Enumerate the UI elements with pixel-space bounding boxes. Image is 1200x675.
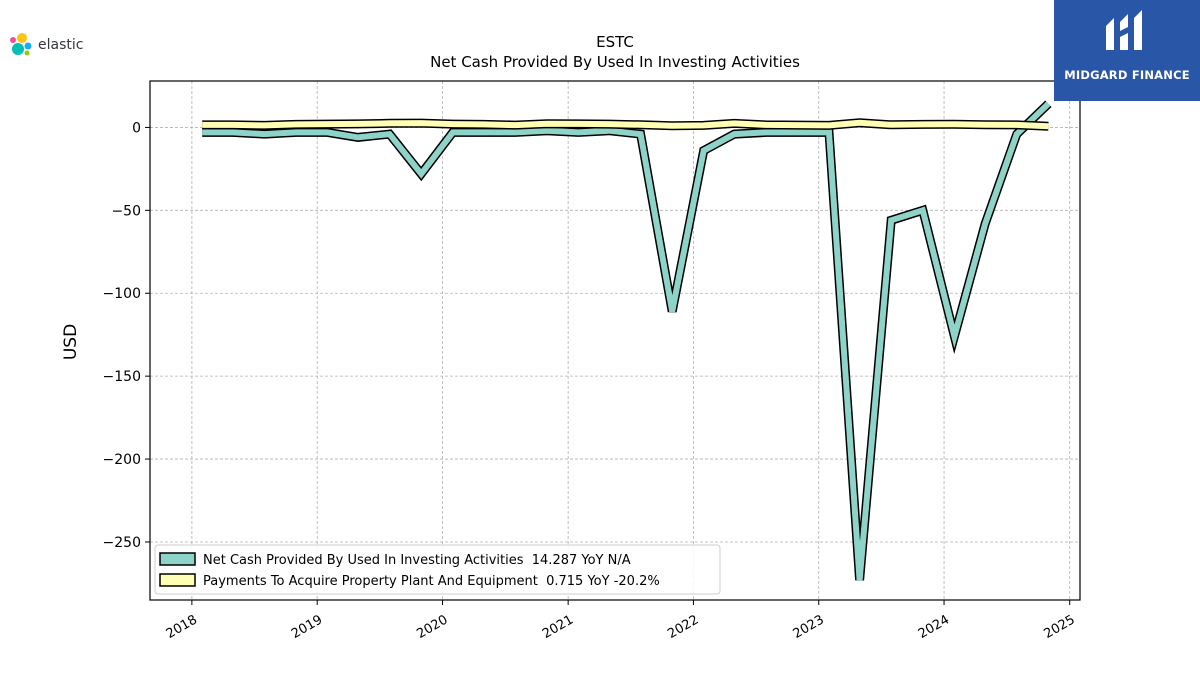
y-tick-label: −250: [103, 535, 141, 551]
y-tick-label: −100: [103, 286, 141, 302]
midgard-logo-icon: [1106, 10, 1142, 50]
series-line-outline: [202, 100, 1052, 581]
midgard-logo-text: MIDGARD FINANCE: [1064, 68, 1190, 82]
series-line: [202, 119, 1049, 130]
x-tick-label: 2021: [540, 612, 576, 642]
series-0: [202, 100, 1052, 581]
x-tick-label: 2023: [791, 612, 827, 642]
x-tick-label: 2019: [289, 612, 325, 642]
elastic-logo-icon: [10, 33, 32, 56]
x-tick-label: 2022: [665, 612, 701, 642]
y-tick-label: −200: [103, 452, 141, 468]
elastic-logo: elastic: [8, 32, 83, 58]
x-tick-label: 2025: [1042, 612, 1078, 642]
plot-frame: [149, 80, 1081, 601]
series-1: [202, 118, 1049, 131]
elastic-logo-text: elastic: [38, 37, 84, 53]
x-tick-label: 2024: [916, 612, 952, 642]
y-axis-label: USD: [61, 324, 81, 360]
y-tick-label: −50: [111, 203, 141, 219]
chart-title: ESTC: [596, 33, 634, 51]
y-tick-label: 0: [132, 120, 141, 136]
series-line: [202, 101, 1051, 581]
legend-label-net-cash: Net Cash Provided By Used In Investing A…: [203, 553, 631, 568]
legend-frame: [154, 544, 721, 595]
legend: Net Cash Provided By Used In Investing A…: [154, 544, 721, 595]
legend-swatch-net-cash: [159, 552, 196, 566]
y-tick-label: −150: [103, 369, 141, 385]
x-tick-label: 2020: [414, 612, 450, 642]
legend-swatch-capex: [159, 573, 196, 587]
midgard-logo: MIDGARD FINANCE: [1054, 0, 1200, 101]
x-tick-label: 2018: [164, 612, 200, 642]
chart-subtitle: Net Cash Provided By Used In Investing A…: [430, 53, 800, 71]
legend-label-capex: Payments To Acquire Property Plant And E…: [203, 574, 660, 589]
